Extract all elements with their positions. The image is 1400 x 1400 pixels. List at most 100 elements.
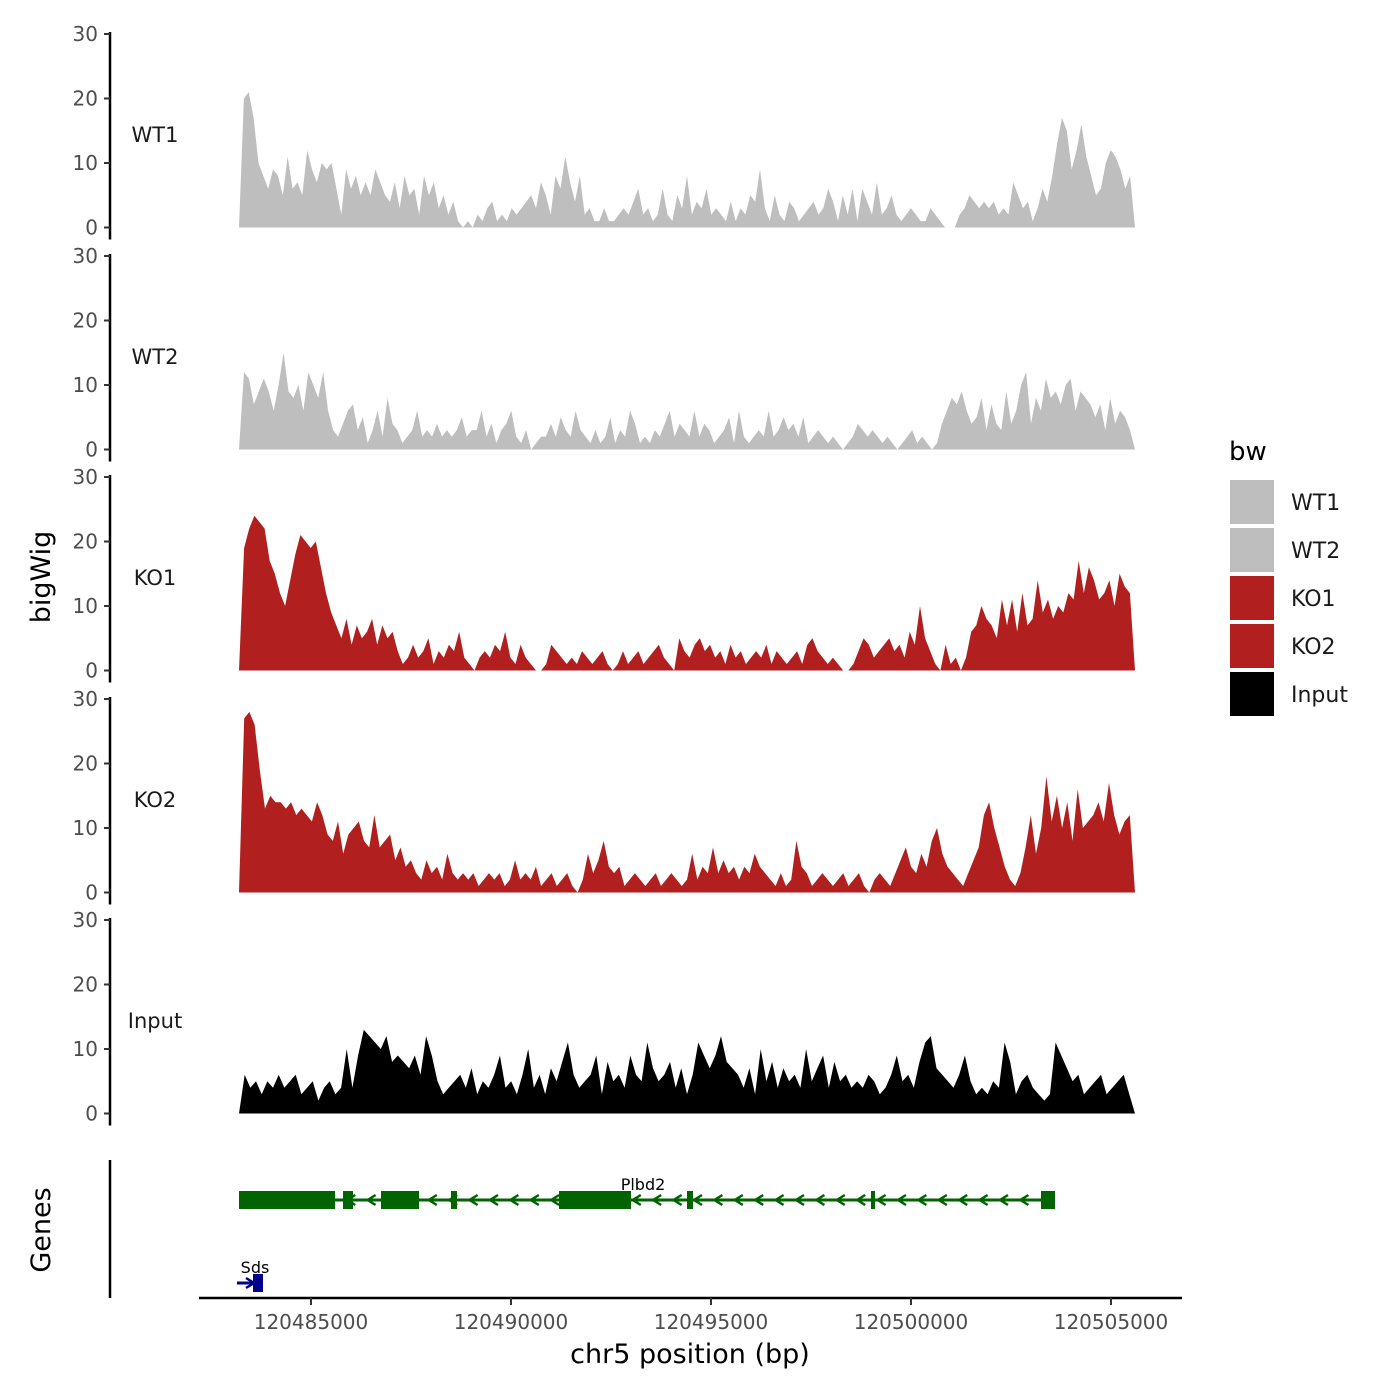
x-axis: 120485000 120490000 120495000 120500000 1205… xyxy=(199,1296,1182,1334)
y-tick-label: 10 xyxy=(73,1037,98,1061)
strand-arrow xyxy=(793,1193,805,1207)
strand-arrow xyxy=(814,1193,826,1207)
x-tick-label: 120505000 xyxy=(1054,1310,1169,1334)
y-tick-label: 20 xyxy=(73,973,98,997)
strand-arrow xyxy=(997,1193,1009,1207)
strand-arrow xyxy=(854,1193,866,1207)
strand-arrow xyxy=(916,1193,928,1207)
strand-arrow xyxy=(834,1193,846,1207)
legend-label-ko1: KO1 xyxy=(1291,587,1336,612)
strand-arrow xyxy=(426,1193,438,1207)
coverage-tracks: 0 10 20 30 WT1 0 10 20 30 WT2 0 10 20 30 KO1 0 10 20 30 KO2… xyxy=(73,22,1135,1126)
gene-exon xyxy=(381,1191,419,1209)
y-tick-label: 0 xyxy=(85,881,98,905)
track-label: KO1 xyxy=(134,566,177,590)
y-tick-label: 30 xyxy=(73,22,98,46)
strand-arrow xyxy=(712,1193,724,1207)
y-tick-label: 10 xyxy=(73,151,98,175)
strand-arrow xyxy=(630,1193,642,1207)
y-tick-label: 20 xyxy=(73,87,98,111)
strand-arrow xyxy=(732,1193,744,1207)
gene-exon xyxy=(559,1191,623,1209)
strand-arrow xyxy=(977,1193,989,1207)
gene-exon xyxy=(871,1191,875,1209)
strand-arrow xyxy=(936,1193,948,1207)
gene-label: Plbd2 xyxy=(621,1175,666,1194)
genes-axis-title: Genes xyxy=(26,1187,57,1272)
legend-label-ko2: KO2 xyxy=(1291,635,1336,660)
gene-exon xyxy=(343,1191,353,1209)
x-axis-title: chr5 position (bp) xyxy=(570,1339,810,1370)
gene-exon xyxy=(253,1274,263,1292)
track-input: 0 10 20 30 Input xyxy=(73,908,1135,1126)
legend: bw WT1 WT2 KO1 KO2 Input xyxy=(1229,437,1348,716)
gene-sds: Sds xyxy=(237,1258,269,1292)
strand-arrow xyxy=(467,1193,479,1207)
gene-label: Sds xyxy=(241,1258,270,1277)
coverage-area-ko1 xyxy=(239,515,1135,671)
gene-exon xyxy=(1041,1191,1055,1209)
y-tick-label: 0 xyxy=(85,659,98,683)
gene-exon xyxy=(623,1191,631,1209)
y-tick-label: 30 xyxy=(73,465,98,489)
track-label: Input xyxy=(128,1009,182,1033)
track-label: WT1 xyxy=(132,123,179,147)
strand-arrow xyxy=(956,1193,968,1207)
strand-arrow xyxy=(365,1193,377,1207)
y-tick-label: 0 xyxy=(85,1102,98,1126)
y-tick-label: 20 xyxy=(73,309,98,333)
strand-arrow xyxy=(528,1193,540,1207)
coverage-area-wt1 xyxy=(239,92,1135,228)
y-tick-label: 0 xyxy=(85,216,98,240)
gene-exon xyxy=(239,1191,335,1209)
gene-exon xyxy=(451,1191,457,1209)
x-tick-label: 120500000 xyxy=(854,1310,969,1334)
track-ko2: 0 10 20 30 KO2 xyxy=(73,687,1135,905)
legend-swatch-input xyxy=(1230,672,1274,716)
x-tick-label: 120490000 xyxy=(454,1310,569,1334)
y-tick-label: 30 xyxy=(73,244,98,268)
legend-label-input: Input xyxy=(1291,683,1348,708)
strand-arrow xyxy=(875,1193,887,1207)
track-label: KO2 xyxy=(134,788,177,812)
strand-arrow xyxy=(752,1193,764,1207)
legend-label-wt2: WT2 xyxy=(1291,539,1340,564)
coverage-area-input xyxy=(239,1029,1135,1114)
strand-arrow xyxy=(548,1193,560,1207)
legend-title: bw xyxy=(1229,437,1267,467)
legend-swatch-wt2 xyxy=(1230,528,1274,572)
strand-arrow xyxy=(671,1193,683,1207)
legend-swatch-ko1 xyxy=(1230,576,1274,620)
gene-exon xyxy=(687,1191,693,1209)
gene-track: Plbd2 Sds xyxy=(108,1160,1055,1298)
legend-swatch-ko2 xyxy=(1230,624,1274,668)
y-tick-label: 20 xyxy=(73,530,98,554)
track-ko1: 0 10 20 30 KO1 xyxy=(73,465,1135,683)
track-wt1: 0 10 20 30 WT1 xyxy=(73,22,1135,240)
y-tick-label: 10 xyxy=(73,816,98,840)
y-axis-title: bigWig xyxy=(26,531,57,624)
strand-arrow xyxy=(1018,1193,1030,1207)
strand-arrow xyxy=(508,1193,520,1207)
legend-label-wt1: WT1 xyxy=(1291,491,1340,516)
x-tick-label: 120485000 xyxy=(254,1310,369,1334)
legend-swatch-wt1 xyxy=(1230,480,1274,524)
gene-plbd2: Plbd2 xyxy=(239,1175,1055,1209)
coverage-area-wt2 xyxy=(239,352,1135,450)
y-tick-label: 30 xyxy=(73,687,98,711)
strand-arrow xyxy=(773,1193,785,1207)
track-wt2: 0 10 20 30 WT2 xyxy=(73,244,1135,462)
coverage-area-ko2 xyxy=(239,711,1135,893)
y-tick-label: 20 xyxy=(73,752,98,776)
strand-arrow xyxy=(650,1193,662,1207)
y-tick-label: 10 xyxy=(73,594,98,618)
x-tick-label: 120495000 xyxy=(654,1310,769,1334)
strand-arrow xyxy=(691,1193,703,1207)
strand-arrow xyxy=(895,1193,907,1207)
y-tick-label: 0 xyxy=(85,438,98,462)
y-tick-label: 10 xyxy=(73,373,98,397)
strand-arrow xyxy=(487,1193,499,1207)
track-label: WT2 xyxy=(132,345,179,369)
y-tick-label: 30 xyxy=(73,908,98,932)
